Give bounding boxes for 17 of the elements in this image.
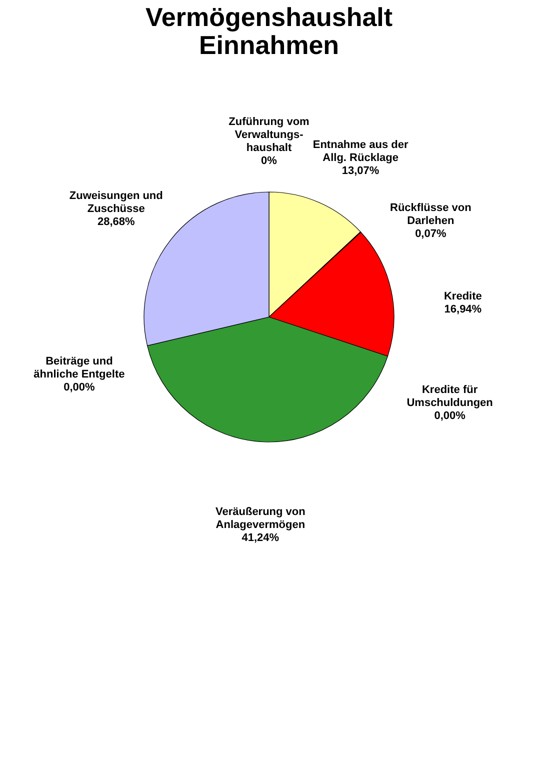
slice-label: Veräußerung von Anlagevermögen — [215, 506, 306, 531]
category-label: Beiträge und ähnliche Entgelte — [34, 356, 125, 381]
slice-label: Zuweisungen und Zuschüsse — [69, 190, 163, 215]
text: 0,00% — [64, 382, 95, 394]
slice-label: Rückflüsse von Darlehen — [390, 202, 472, 227]
data-label: 16,94% — [444, 304, 482, 316]
text: 0% — [261, 155, 277, 167]
category-label: Kredite für Umschuldungen — [406, 384, 493, 410]
slice-label: Kredite — [444, 290, 482, 303]
data-label: 28,68% — [97, 216, 135, 228]
text: 0,00% — [434, 410, 466, 422]
data-label: 41,24% — [242, 532, 280, 544]
chart-title: Vermögenshaushalt Einnahmen — [145, 2, 393, 60]
data-label: 13,07% — [342, 164, 380, 177]
category-label: Zuführung vom Verwaltungs- haushalt — [228, 116, 310, 154]
data-label: 0,07% — [415, 228, 446, 240]
slice-label: Entnahme aus der Allg. Rücklage — [312, 138, 409, 164]
